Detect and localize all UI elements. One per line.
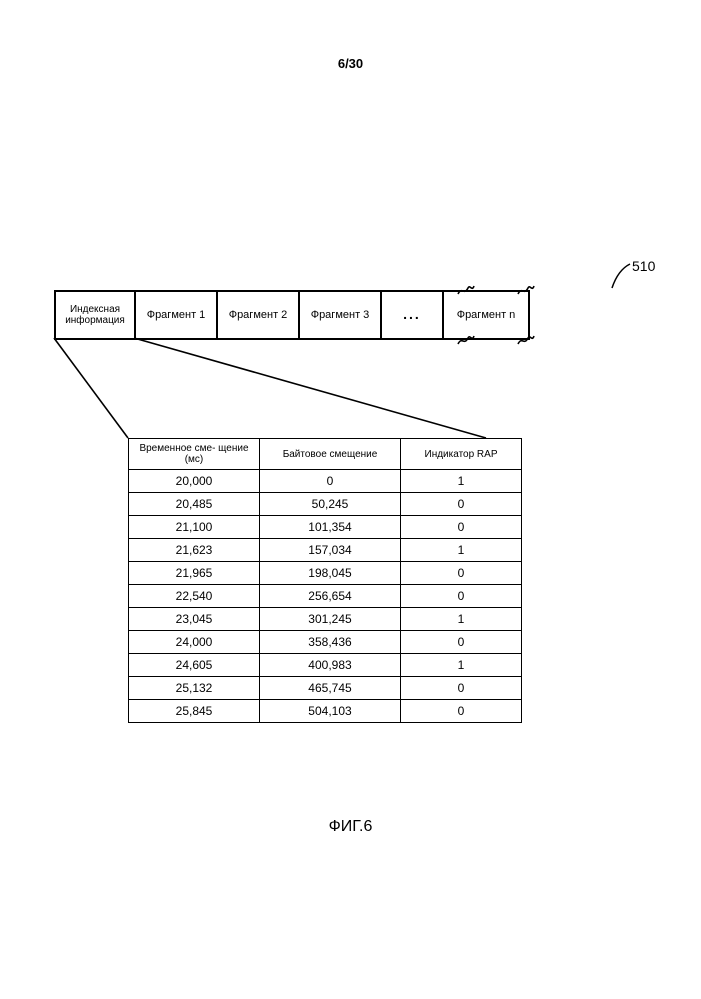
table-cell: 504,103 (260, 700, 401, 723)
fragment-strip: Индексная информация Фрагмент 1 Фрагмент… (54, 290, 530, 340)
index-info-cell: Индексная информация (56, 292, 136, 338)
table-cell: 0 (401, 631, 522, 654)
table-cell: 198,045 (260, 562, 401, 585)
page-number: 6/30 (0, 56, 701, 71)
fragment-cell-2: Фрагмент 2 (218, 292, 300, 338)
table-cell: 0 (401, 516, 522, 539)
table-row: 20,00001 (129, 470, 522, 493)
table-cell: 358,436 (260, 631, 401, 654)
table-header-row: Временное сме- щение (мс) Байтовое смеще… (129, 439, 522, 470)
table-cell: 256,654 (260, 585, 401, 608)
table-row: 21,965198,0450 (129, 562, 522, 585)
fragment-cell-n: Фрагмент n (444, 292, 528, 338)
table-cell: 21,623 (129, 539, 260, 562)
col-header-time: Временное сме- щение (мс) (129, 439, 260, 470)
table-row: 20,48550,2450 (129, 493, 522, 516)
table-row: 21,100101,3540 (129, 516, 522, 539)
table-cell: 0 (260, 470, 401, 493)
reference-leader-line (602, 262, 662, 292)
table-cell: 21,965 (129, 562, 260, 585)
fragment-cell-1: Фрагмент 1 (136, 292, 218, 338)
table-cell: 301,245 (260, 608, 401, 631)
col-header-bytes: Байтовое смещение (260, 439, 401, 470)
col-header-rap: Индикатор RAP (401, 439, 522, 470)
table-row: 22,540256,6540 (129, 585, 522, 608)
table-row: 25,132465,7450 (129, 677, 522, 700)
table-row: 25,845504,1030 (129, 700, 522, 723)
table-cell: 23,045 (129, 608, 260, 631)
table-cell: 0 (401, 677, 522, 700)
figure-caption: ФИГ.6 (0, 818, 701, 836)
table-cell: 0 (401, 700, 522, 723)
table-cell: 465,745 (260, 677, 401, 700)
table-cell: 157,034 (260, 539, 401, 562)
table-cell: 20,000 (129, 470, 260, 493)
table-cell: 400,983 (260, 654, 401, 677)
table-cell: 24,605 (129, 654, 260, 677)
table-cell: 1 (401, 470, 522, 493)
table-cell: 24,000 (129, 631, 260, 654)
table-cell: 25,132 (129, 677, 260, 700)
index-table: Временное сме- щение (мс) Байтовое смеще… (128, 438, 522, 723)
ellipsis-cell: ... (382, 292, 444, 338)
table-row: 21,623157,0341 (129, 539, 522, 562)
table-row: 23,045301,2451 (129, 608, 522, 631)
table-cell: 0 (401, 585, 522, 608)
table-cell: 1 (401, 539, 522, 562)
table-cell: 25,845 (129, 700, 260, 723)
table-cell: 21,100 (129, 516, 260, 539)
table-cell: 1 (401, 654, 522, 677)
fragment-cell-3: Фрагмент 3 (300, 292, 382, 338)
table-cell: 101,354 (260, 516, 401, 539)
table-row: 24,605400,9831 (129, 654, 522, 677)
table-cell: 22,540 (129, 585, 260, 608)
table-cell: 0 (401, 493, 522, 516)
table-cell: 50,245 (260, 493, 401, 516)
table-cell: 0 (401, 562, 522, 585)
table-cell: 1 (401, 608, 522, 631)
table-row: 24,000358,4360 (129, 631, 522, 654)
table-cell: 20,485 (129, 493, 260, 516)
